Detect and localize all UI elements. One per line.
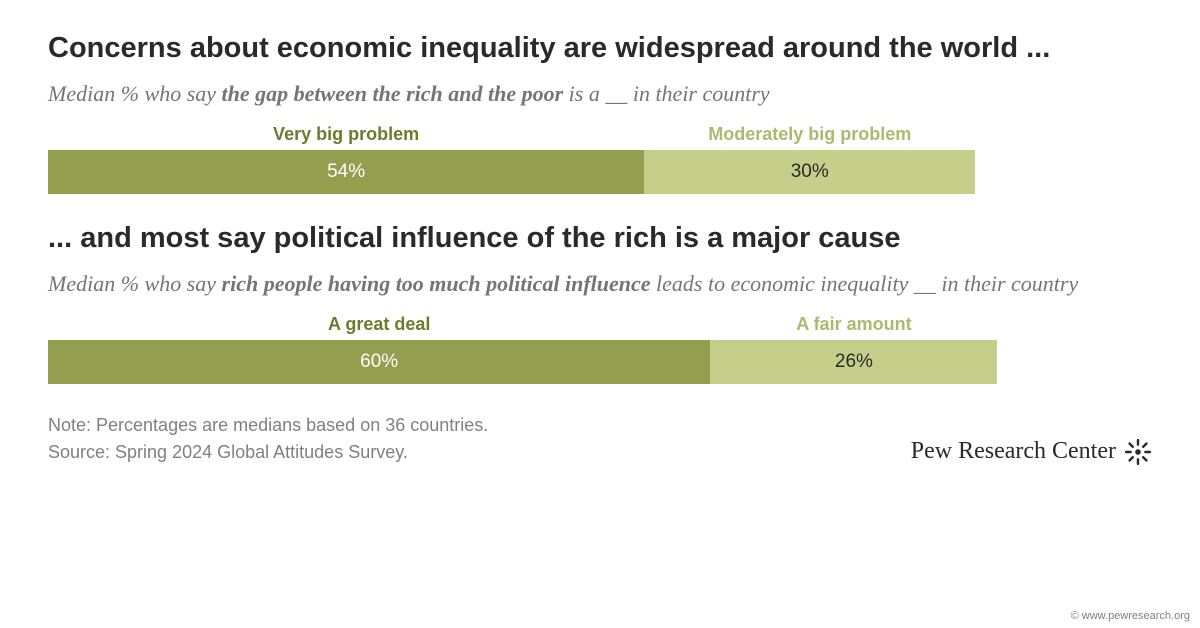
chart2-labels: A great deal A fair amount xyxy=(48,314,1152,340)
chart2-bar: 60% 26% xyxy=(48,340,1152,384)
footer: Note: Percentages are medians based on 3… xyxy=(48,412,1152,466)
chart1-label-1: Moderately big problem xyxy=(708,124,911,145)
subtitle2-pre: Median % who say xyxy=(48,271,222,296)
subtitle1-post: is a __ in their country xyxy=(563,81,770,106)
chart-title-1: Concerns about economic inequality are w… xyxy=(48,32,1152,65)
chart1-labels: Very big problem Moderately big problem xyxy=(48,124,1152,150)
brand-burst-icon xyxy=(1124,438,1152,466)
subtitle2-post: leads to economic inequality __ in their… xyxy=(651,271,1079,296)
brand-text: Pew Research Center xyxy=(911,438,1116,465)
chart2-label-0: A great deal xyxy=(328,314,430,335)
subtitle1-pre: Median % who say xyxy=(48,81,222,106)
subtitle2-bold: rich people having too much political in… xyxy=(222,271,651,296)
subtitle1-bold: the gap between the rich and the poor xyxy=(222,81,564,106)
note-line: Note: Percentages are medians based on 3… xyxy=(48,412,488,439)
chart1-bar: 54% 30% xyxy=(48,150,1152,194)
chart1-segment-1: 30% xyxy=(644,150,975,194)
attribution-text: © www.pewresearch.org xyxy=(1071,610,1190,622)
chart1-label-0: Very big problem xyxy=(273,124,419,145)
footer-notes: Note: Percentages are medians based on 3… xyxy=(48,412,488,466)
chart2-segment-0: 60% xyxy=(48,340,710,384)
source-line: Source: Spring 2024 Global Attitudes Sur… xyxy=(48,439,488,466)
brand: Pew Research Center xyxy=(911,438,1152,466)
chart-title-2: ... and most say political influence of … xyxy=(48,222,1152,255)
chart2-label-1: A fair amount xyxy=(796,314,911,335)
chart-subtitle-1: Median % who say the gap between the ric… xyxy=(48,79,1152,110)
chart-subtitle-2: Median % who say rich people having too … xyxy=(48,269,1152,300)
chart1-segment-0: 54% xyxy=(48,150,644,194)
chart2-segment-1: 26% xyxy=(710,340,997,384)
